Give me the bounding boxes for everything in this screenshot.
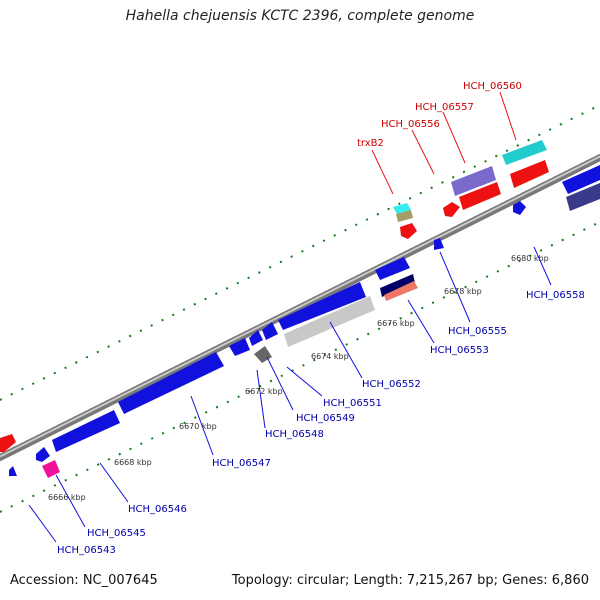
gene-feature	[459, 182, 501, 210]
gene-label: HCH_06560	[463, 81, 522, 92]
inner-tick-track	[0, 221, 600, 513]
gene-feature	[396, 210, 413, 222]
gene-feature	[510, 160, 549, 188]
reverse-gene-labels: HCH_06558 HCH_06555 HCH_06553 HCH_06552 …	[57, 290, 585, 556]
reverse-callouts	[28, 246, 552, 543]
gene-feature	[0, 434, 16, 452]
forward-gene-track	[0, 140, 600, 452]
tick-label: 6678 kbp	[444, 287, 482, 296]
gene-feature	[262, 322, 278, 340]
gene-label: HCH_06555	[448, 326, 507, 337]
accession-text: Accession: NC_007645	[10, 573, 158, 588]
gene-feature	[502, 140, 547, 165]
gene-feature	[278, 282, 366, 330]
gene-feature	[375, 257, 410, 280]
gene-feature	[434, 238, 444, 250]
forward-callouts	[371, 91, 517, 195]
tick-label: 6680 kbp	[511, 254, 549, 263]
outer-tick-track	[0, 104, 600, 401]
tick-label: 6674 kbp	[311, 352, 349, 361]
gene-label: HCH_06557	[415, 102, 474, 113]
forward-gene-labels: HCH_06560 HCH_06557 HCH_06556 trxB2	[357, 81, 522, 149]
gene-label: HCH_06548	[265, 429, 324, 440]
gene-feature	[443, 202, 460, 217]
gene-feature	[566, 183, 600, 211]
gene-label: HCH_06549	[296, 413, 355, 424]
gene-feature	[513, 201, 526, 215]
gene-feature	[384, 281, 418, 301]
tick-label: 6666 kbp	[48, 493, 86, 502]
gene-feature	[36, 447, 50, 462]
tick-label: 6670 kbp	[179, 422, 217, 431]
tick-labels: 6666 kbp 6668 kbp 6670 kbp 6672 kbp 6674…	[48, 254, 549, 502]
genome-title: Hahella chejuensis KCTC 2396, complete g…	[125, 8, 475, 24]
gene-feature	[254, 346, 272, 363]
tick-label: 6668 kbp	[114, 458, 152, 467]
gene-feature	[42, 460, 60, 478]
gene-feature	[380, 274, 415, 297]
gene-label: HCH_06543	[57, 545, 116, 556]
tick-label: 6672 kbp	[245, 387, 283, 396]
gene-label: HCH_06556	[381, 119, 440, 130]
gene-label: HCH_06552	[362, 379, 421, 390]
gene-label: HCH_06558	[526, 290, 585, 301]
reverse-gene-track	[9, 201, 526, 478]
gene-feature	[562, 165, 600, 194]
gene-label: trxB2	[357, 138, 384, 149]
gene-feature	[400, 223, 417, 239]
gene-feature	[118, 352, 224, 414]
gene-feature	[229, 338, 250, 356]
gene-label: HCH_06547	[212, 458, 271, 469]
gene-feature	[249, 330, 263, 346]
topology-text: Topology: circular; Length: 7,215,267 bp…	[231, 573, 589, 588]
gene-feature	[284, 296, 375, 347]
gene-label: HCH_06553	[430, 345, 489, 356]
gene-label: HCH_06546	[128, 504, 187, 515]
gene-feature	[52, 410, 120, 452]
gene-label: HCH_06551	[323, 398, 382, 409]
gene-feature	[451, 166, 496, 196]
genome-backbone	[0, 153, 600, 462]
tick-label: 6676 kbp	[377, 319, 415, 328]
gene-feature	[9, 466, 17, 476]
gene-label: HCH_06545	[87, 528, 146, 539]
